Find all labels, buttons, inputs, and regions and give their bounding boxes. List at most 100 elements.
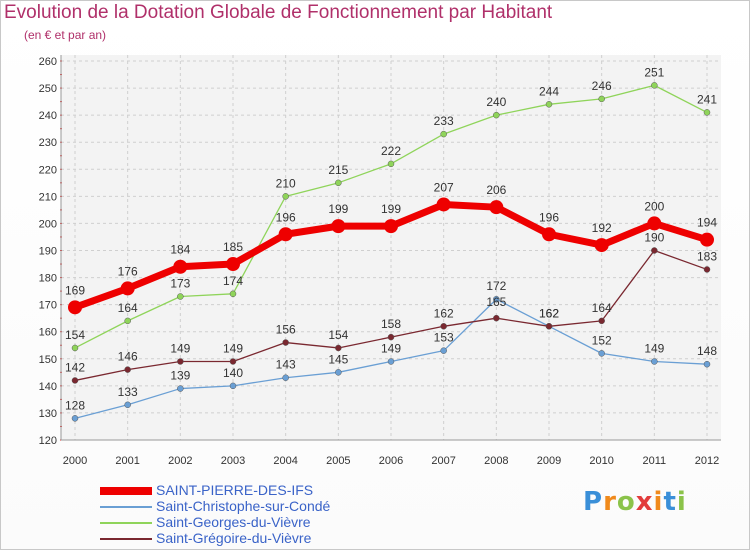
- data-point: [440, 130, 447, 138]
- data-point: [700, 232, 714, 247]
- data-label: 154: [328, 328, 348, 342]
- data-label: 128: [65, 398, 85, 412]
- x-tick-label: 2002: [168, 455, 192, 467]
- x-tick-label: 2005: [326, 455, 350, 467]
- data-point: [493, 111, 500, 119]
- data-point: [598, 350, 605, 357]
- data-point: [651, 247, 658, 254]
- data-label: 210: [276, 176, 296, 190]
- x-tick-label: 2010: [589, 455, 613, 467]
- data-point: [71, 344, 79, 352]
- data-label: 154: [65, 328, 85, 342]
- data-label: 244: [539, 84, 559, 98]
- y-tick-label: 140: [39, 381, 57, 393]
- logo-letter: r: [603, 487, 617, 517]
- data-label: 162: [434, 306, 454, 320]
- data-label: 142: [65, 360, 85, 374]
- data-label: 143: [276, 358, 296, 372]
- data-point: [384, 219, 398, 234]
- y-tick-label: 170: [39, 300, 57, 312]
- data-label: 196: [276, 210, 296, 224]
- data-label: 207: [434, 180, 454, 194]
- legend-swatch: [100, 538, 152, 540]
- data-point: [278, 227, 293, 242]
- y-tick-label: 210: [39, 191, 57, 203]
- legend-swatch: [100, 487, 152, 495]
- data-point: [703, 360, 711, 368]
- data-point: [594, 238, 609, 253]
- data-label: 145: [328, 352, 348, 366]
- line-chart: 120 130 140 150 160 170 180 190 200 210 220 230 240 2…: [39, 55, 721, 467]
- data-label: 149: [381, 341, 401, 355]
- data-label: 194: [697, 216, 717, 230]
- data-point: [387, 160, 395, 168]
- data-label: 158: [381, 317, 401, 331]
- data-label: 149: [644, 341, 664, 355]
- data-point: [124, 401, 131, 409]
- data-point: [71, 377, 79, 384]
- x-tick-label: 2004: [273, 455, 297, 467]
- logo-letter: x: [635, 487, 654, 517]
- y-tick-label: 160: [39, 327, 57, 339]
- y-tick-label: 250: [39, 83, 57, 95]
- data-point: [282, 374, 289, 381]
- data-point: [331, 219, 346, 234]
- data-point: [545, 323, 553, 330]
- data-point: [335, 179, 342, 187]
- y-tick-label: 120: [39, 435, 57, 447]
- x-tick-label: 2009: [537, 455, 561, 467]
- y-tick-label: 260: [39, 56, 57, 68]
- data-label: 199: [381, 202, 401, 216]
- data-label: 169: [65, 283, 85, 297]
- data-label: 153: [434, 331, 454, 345]
- data-point: [545, 101, 553, 108]
- data-label: 148: [697, 344, 717, 358]
- data-label: 164: [592, 301, 612, 315]
- data-point: [229, 290, 237, 298]
- data-point: [647, 216, 662, 231]
- y-tick-label: 230: [39, 137, 57, 149]
- data-point: [177, 385, 184, 392]
- data-point: [387, 333, 395, 341]
- data-label: 146: [118, 350, 138, 364]
- data-point: [703, 109, 711, 116]
- data-label: 156: [276, 323, 296, 337]
- data-point: [124, 317, 131, 325]
- data-point: [493, 314, 500, 322]
- y-tick-label: 240: [39, 110, 57, 122]
- data-label: 190: [644, 231, 664, 245]
- x-tick-label: 2012: [695, 455, 719, 467]
- data-label: 240: [486, 95, 506, 109]
- x-tick-label: 2000: [63, 455, 87, 467]
- data-point: [229, 382, 237, 390]
- y-tick-label: 150: [39, 354, 57, 366]
- data-label: 133: [118, 385, 138, 399]
- data-label: 184: [170, 243, 190, 257]
- data-point: [177, 358, 184, 365]
- data-label: 200: [644, 199, 664, 213]
- data-label: 206: [486, 183, 506, 197]
- data-label: 196: [539, 210, 559, 224]
- data-point: [489, 200, 504, 215]
- data-point: [598, 95, 605, 103]
- chart-subtitle: (en € et par an): [24, 28, 107, 42]
- logo-letter: o: [616, 487, 636, 517]
- data-point: [335, 369, 342, 376]
- logo-letter: i: [653, 487, 664, 517]
- data-label: 174: [223, 274, 243, 288]
- data-label: 172: [486, 279, 506, 293]
- data-point: [440, 323, 447, 330]
- chart-title: Evolution de la Dotation Globale de Fonc…: [4, 2, 553, 23]
- x-tick-label: 2007: [431, 455, 455, 467]
- y-tick-label: 200: [39, 218, 57, 230]
- data-label: 152: [592, 333, 612, 347]
- data-label: 251: [644, 65, 664, 79]
- y-tick-label: 130: [39, 408, 57, 420]
- data-point: [177, 293, 184, 300]
- data-point: [282, 193, 289, 200]
- legend-label: Saint-Georges-du-Vièvre: [156, 514, 311, 530]
- data-label: 185: [223, 240, 243, 254]
- data-label: 192: [592, 221, 612, 235]
- data-point: [542, 227, 556, 242]
- legend-label: Saint-Christophe-sur-Condé: [156, 498, 331, 514]
